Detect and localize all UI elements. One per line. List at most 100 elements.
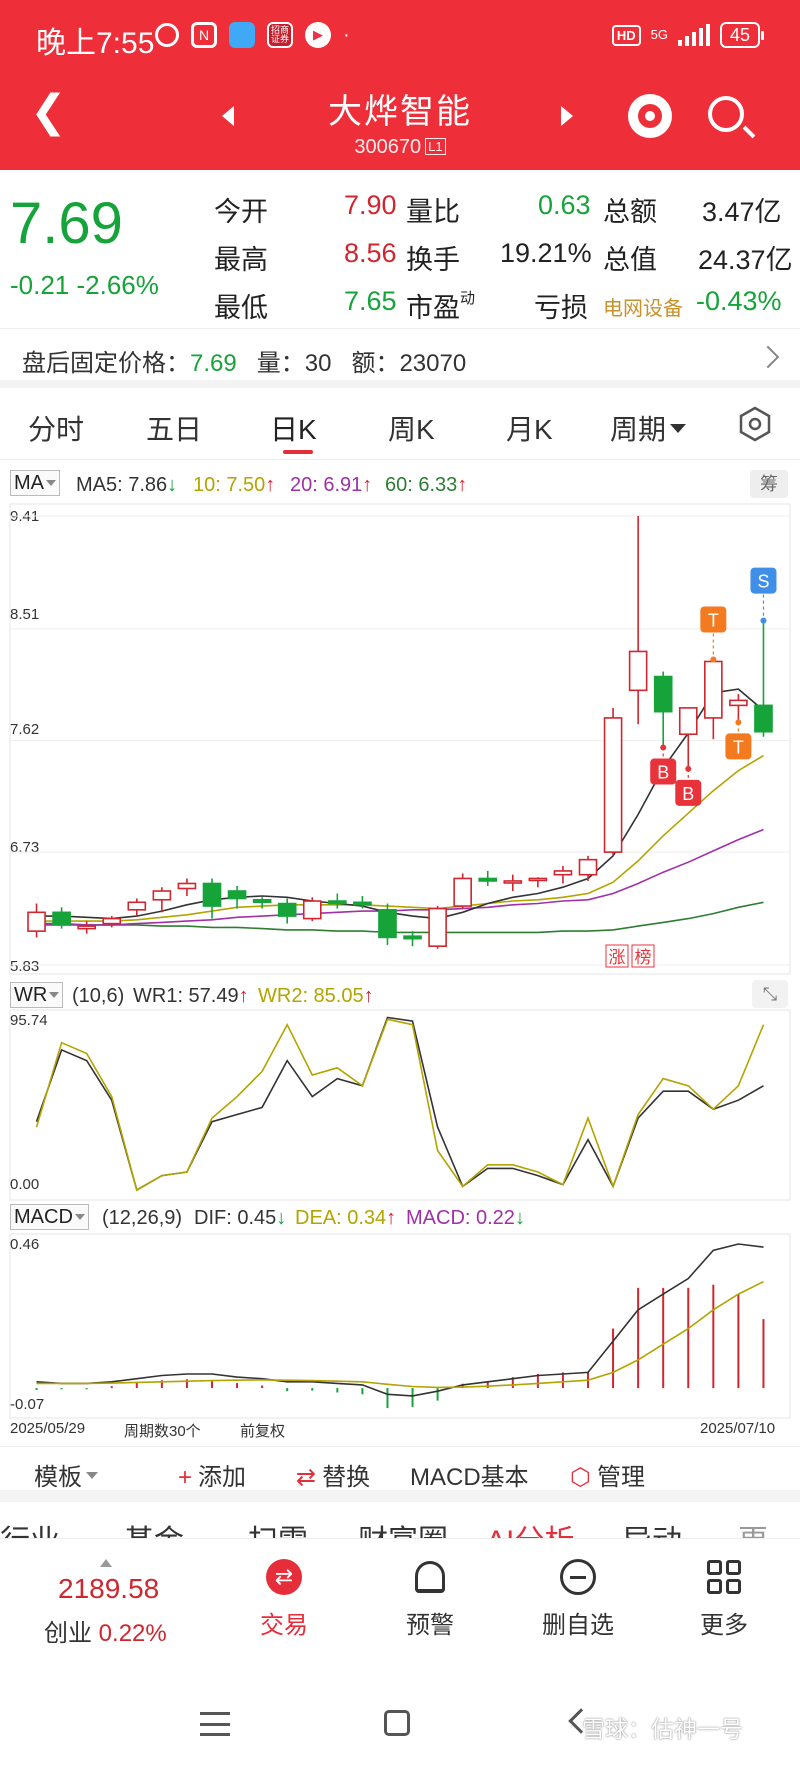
- arrow-up-icon: ↑: [457, 474, 468, 496]
- open-label: 今开: [214, 197, 268, 227]
- next-stock-icon[interactable]: [561, 106, 573, 126]
- dropdown-icon: [46, 480, 56, 486]
- marker-badge: [650, 758, 677, 785]
- marker-label: T: [708, 610, 719, 630]
- ma20-legend: 20: 6.91↑: [290, 474, 372, 497]
- wr1-value: WR1: 57.49: [133, 985, 239, 1007]
- grid-icon: [707, 1560, 741, 1594]
- index-pct: 0.22%: [98, 1620, 167, 1647]
- manage-label: 管理: [596, 1464, 645, 1491]
- watermark: 雪球：估神一号: [582, 1716, 743, 1742]
- macd-basic-button[interactable]: MACD基本: [410, 1464, 529, 1491]
- template-label: 模板: [34, 1464, 82, 1491]
- last-price: 7.69: [10, 191, 123, 256]
- info-tab-fund[interactable]: 基金: [124, 1516, 184, 1538]
- candle-body: [277, 902, 297, 917]
- macd-panel-frame: [9, 1233, 791, 1419]
- x-end-date: 2025/07/10: [700, 1420, 776, 1437]
- index-expand-icon[interactable]: [100, 1559, 112, 1567]
- price-change: -0.21 -2.66%: [10, 270, 159, 301]
- wr-selector[interactable]: WR: [10, 982, 64, 1008]
- info-tab-risk[interactable]: 扫雷: [248, 1516, 308, 1538]
- vol-ratio-label: 量比: [406, 197, 460, 227]
- tab-monthly-k[interactable]: 月K: [506, 414, 553, 445]
- ma-selector[interactable]: MA: [10, 470, 60, 496]
- ma60-value: 60: 6.33: [385, 474, 458, 496]
- info-tab-movement[interactable]: 异动: [622, 1516, 682, 1538]
- tab-weekly-k[interactable]: 周K: [388, 414, 435, 445]
- nav-alert-label: 预警: [406, 1612, 454, 1639]
- ma10-line: [36, 754, 764, 922]
- marker-label: S: [757, 572, 769, 592]
- turnover-label: 换手: [406, 245, 460, 275]
- marker-badge: [675, 779, 702, 806]
- pe-label: 市盈动: [406, 286, 475, 325]
- candle-body: [77, 925, 96, 930]
- pe-label-text: 市盈: [406, 293, 460, 323]
- network-label: 5G: [650, 27, 668, 42]
- chevron-right-icon: [756, 345, 780, 369]
- replace-button[interactable]: ⇄ 替换: [296, 1457, 370, 1492]
- after-hours-amt-label: 额：: [351, 350, 400, 377]
- tab-daily-k[interactable]: 日K: [270, 414, 317, 445]
- after-hours-text: 盘后固定价格：7.69 量：30 额：23070: [22, 343, 466, 378]
- info-tab-ai[interactable]: AI分析: [486, 1516, 574, 1538]
- candle-body: [52, 911, 71, 926]
- nav-remove-watch[interactable]: 删自选: [528, 1555, 628, 1640]
- chip-distribution-button[interactable]: 筹: [750, 470, 788, 498]
- change-value: -0.21: [10, 270, 70, 300]
- trade-icon: ⇄: [266, 1559, 302, 1595]
- after-hours-price: 7.69: [190, 350, 237, 377]
- bell-icon: [415, 1561, 445, 1593]
- expand-icon[interactable]: ⤡: [752, 980, 788, 1008]
- info-tab-more[interactable]: 更: [738, 1516, 768, 1538]
- arrow-up-icon: ↑: [265, 474, 276, 496]
- marker-badge: [750, 567, 777, 594]
- nav-more[interactable]: 更多: [674, 1555, 774, 1640]
- nav-alert[interactable]: 预警: [380, 1555, 480, 1640]
- mascot-icon[interactable]: [628, 94, 672, 138]
- index-value[interactable]: 2189.58: [58, 1573, 160, 1604]
- candle-body: [628, 650, 648, 692]
- period-tabs: 分时 五日 日K 周K 月K 周期: [0, 396, 800, 460]
- sector-name[interactable]: 电网设备: [603, 298, 683, 320]
- nav-trade-label: 交易: [260, 1612, 308, 1639]
- macd-selector[interactable]: MACD: [10, 1204, 89, 1230]
- candle-body: [378, 909, 397, 939]
- candle-body: [177, 882, 197, 890]
- stock-code: 300670: [354, 136, 422, 158]
- tab-period[interactable]: 周期: [610, 408, 687, 448]
- tab-five-day[interactable]: 五日: [146, 414, 203, 445]
- menu-icon[interactable]: [200, 1712, 230, 1736]
- turnover-value: 19.21%: [500, 238, 592, 268]
- settings-icon[interactable]: [737, 406, 773, 442]
- info-tab-industry[interactable]: 行业: [0, 1516, 60, 1538]
- template-button[interactable]: 模板: [34, 1457, 98, 1492]
- home-icon[interactable]: [384, 1710, 410, 1736]
- x-start-date: 2025/05/29: [10, 1420, 86, 1437]
- candle-body: [202, 882, 222, 907]
- candle-body: [528, 877, 548, 882]
- candle-body: [729, 699, 748, 707]
- tab-intraday[interactable]: 分时: [28, 414, 85, 445]
- mktcap-label: 总值: [603, 245, 657, 275]
- kline-chart[interactable]: BB T T S 涨榜: [0, 462, 800, 1442]
- arrow-up-icon: ↑: [362, 474, 373, 496]
- zhaoshang-icon: 招商 证券: [267, 22, 293, 48]
- plus-icon: +: [178, 1464, 193, 1491]
- dropdown-icon: [49, 992, 60, 998]
- macd-legend: MACD (12,26,9) DIF: 0.45↓ DEA: 0.34↑ MAC…: [0, 1202, 800, 1234]
- ma-legend: MA MA5: 7.86↓ 10: 7.50↑ 20: 6.91↑ 60: 6.…: [0, 462, 800, 504]
- prev-stock-icon[interactable]: [222, 106, 234, 126]
- search-icon[interactable]: [708, 96, 744, 132]
- candle-body: [102, 917, 122, 925]
- nav-trade[interactable]: ⇄ 交易: [234, 1555, 334, 1640]
- macd-selector-label: MACD: [14, 1206, 73, 1228]
- back-icon[interactable]: ❮: [30, 87, 67, 136]
- caret-down-icon: [670, 424, 687, 433]
- manage-button[interactable]: ⬡ 管理: [570, 1457, 645, 1492]
- add-button[interactable]: + 添加: [178, 1457, 246, 1492]
- info-tab-community[interactable]: 财富圈: [358, 1516, 448, 1538]
- system-nav-bar: 雪球：估神一号: [0, 1672, 800, 1778]
- after-hours-row[interactable]: 盘后固定价格：7.69 量：30 额：23070: [0, 328, 800, 388]
